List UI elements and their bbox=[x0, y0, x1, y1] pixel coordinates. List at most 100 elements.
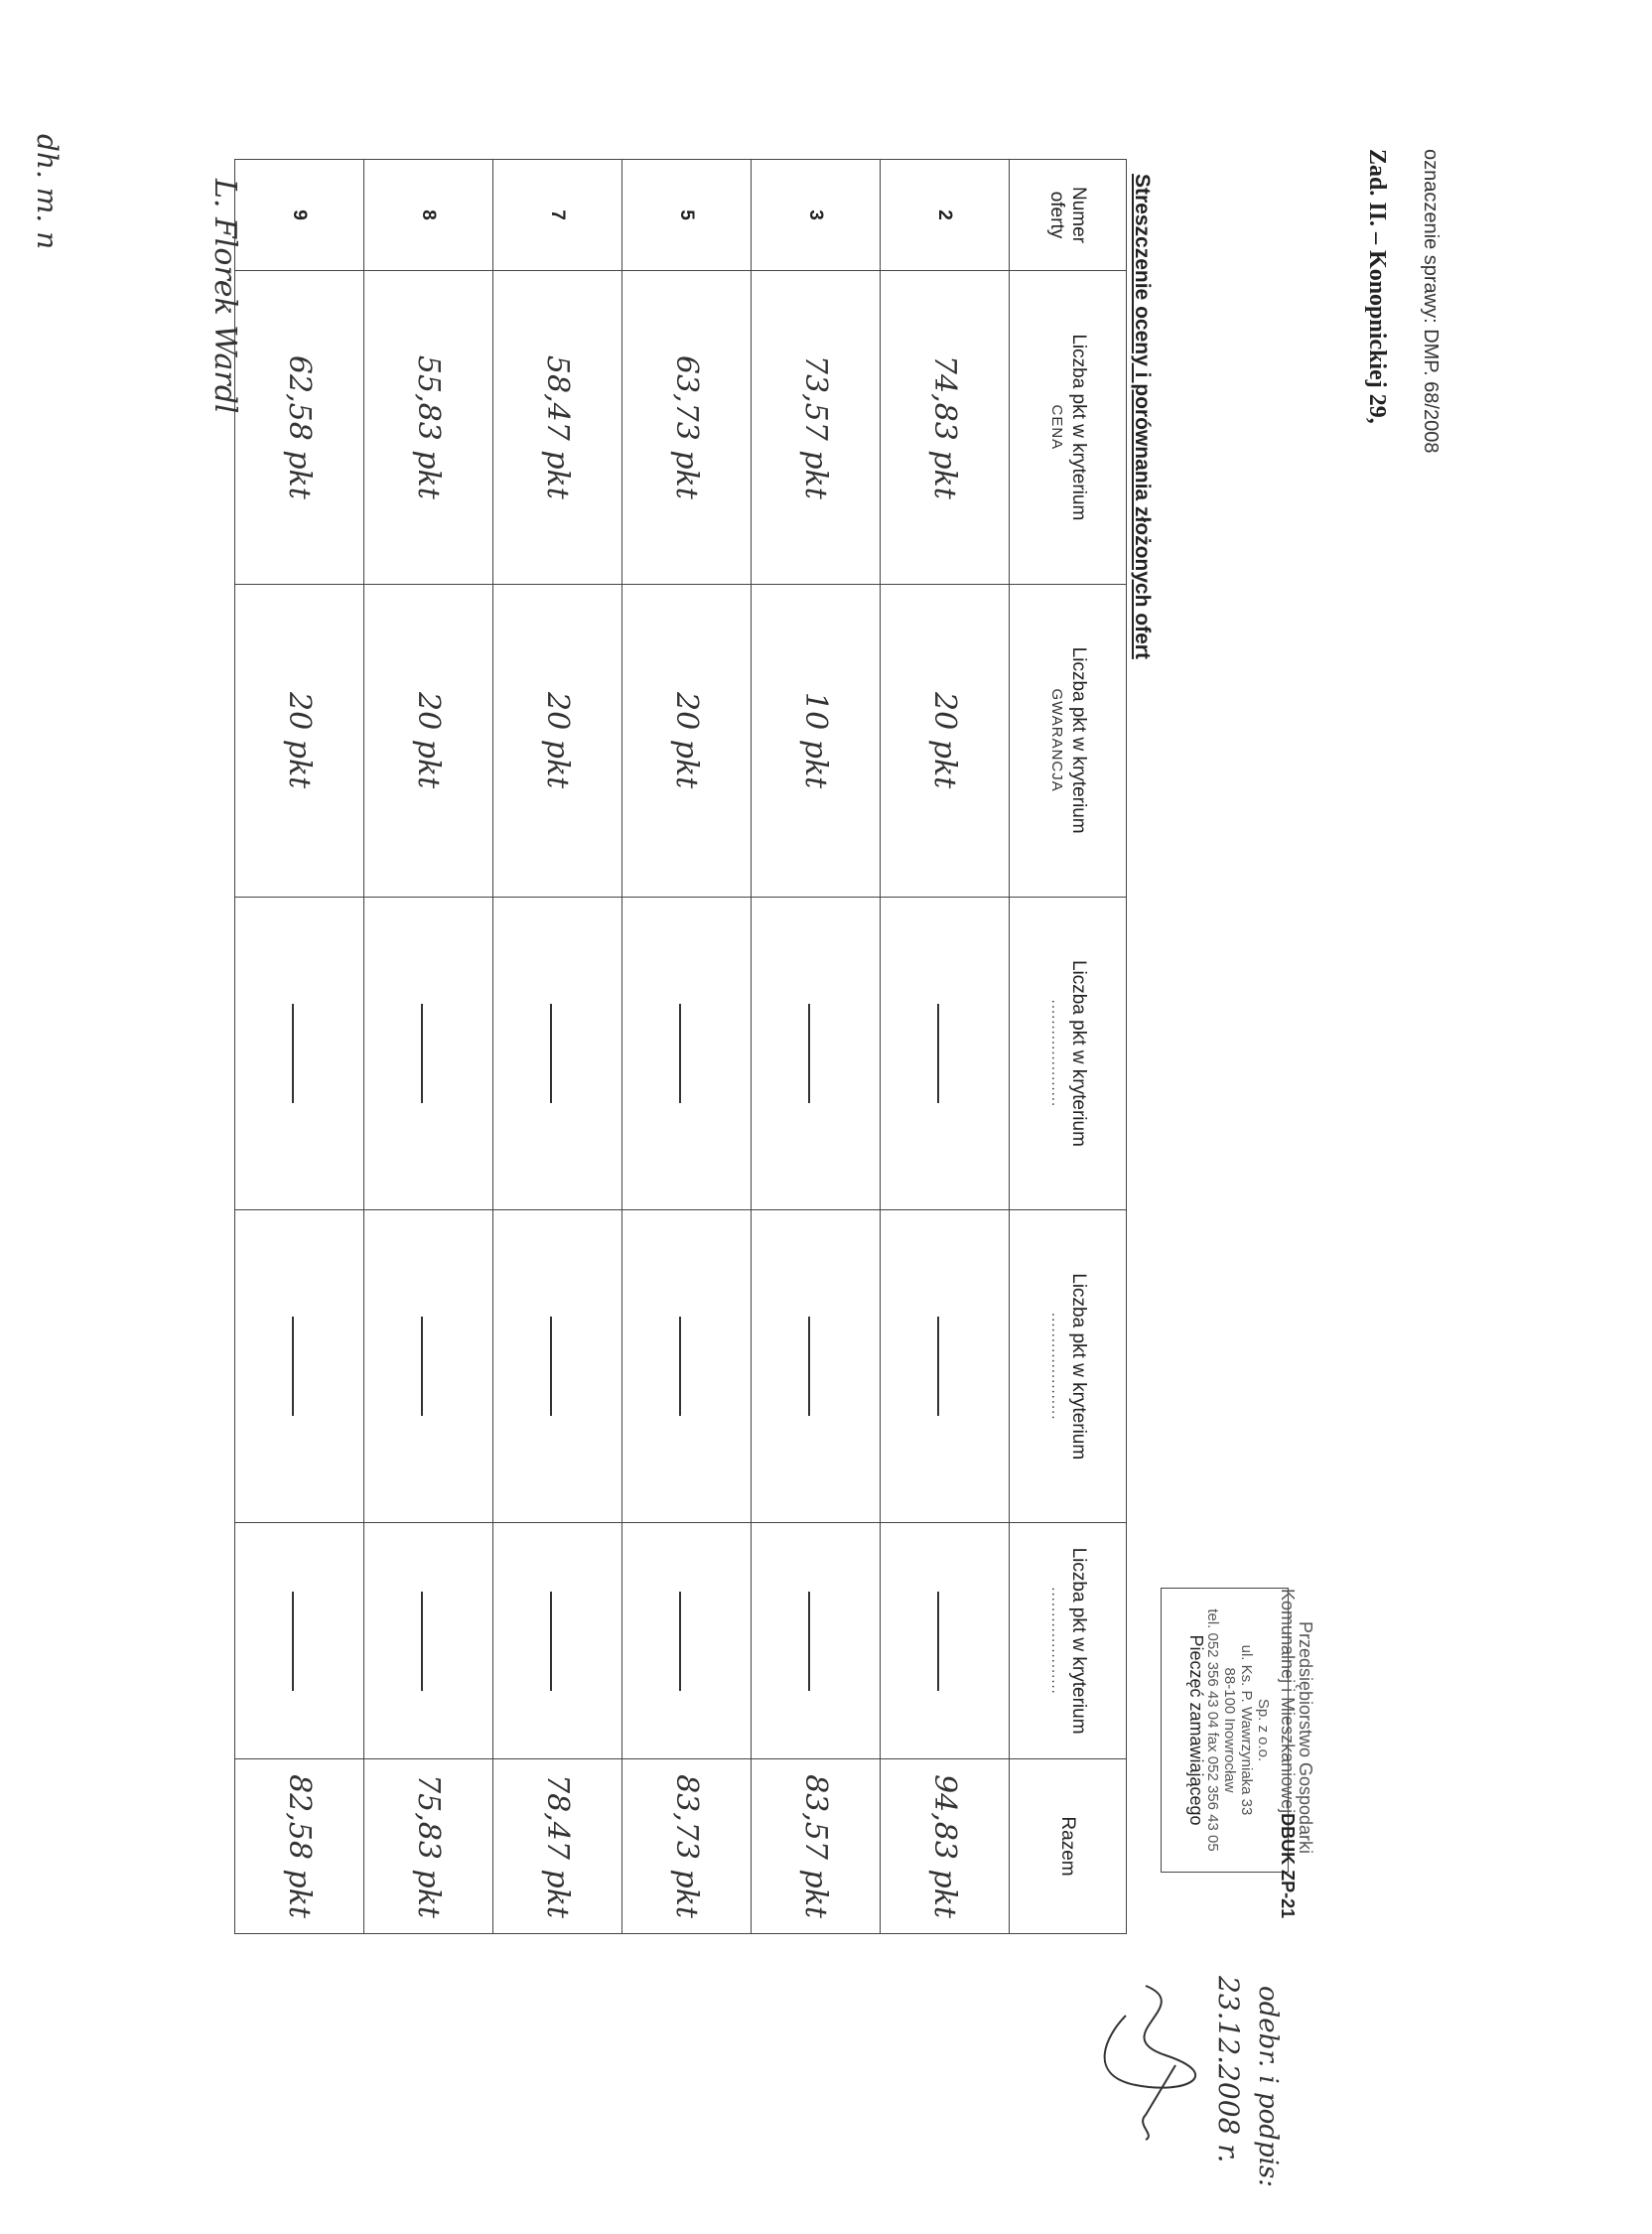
dash-mark bbox=[937, 1317, 940, 1417]
offers-table: Numer oferty Liczba pkt w kryterium CENA Li… bbox=[234, 159, 1127, 1934]
column-header: Liczba pkt w kryterium CENA bbox=[1009, 270, 1127, 585]
dash-mark bbox=[550, 1591, 553, 1691]
dash-mark bbox=[808, 1591, 811, 1691]
cell-empty bbox=[880, 1209, 1010, 1523]
cell-empty bbox=[880, 1522, 1010, 1759]
stamp-line: Komunalnej i MieszkaniowejDBUK ZP-21 bbox=[1278, 1589, 1298, 1919]
column-header: Razem bbox=[1009, 1758, 1127, 1934]
cell-razem: 82,58 pkt bbox=[234, 1758, 364, 1934]
cell-razem: 83,57 pkt bbox=[751, 1758, 881, 1934]
column-label: Liczba pkt w kryterium bbox=[1068, 959, 1090, 1147]
cell-empty bbox=[363, 897, 493, 1210]
table-row: 9 62,58 pkt 20 pkt 82,58 pkt bbox=[234, 159, 364, 1934]
cell-gwarancja: 10 pkt bbox=[751, 584, 881, 898]
receipt-note: odebr. i podpis: bbox=[1253, 1986, 1283, 2188]
criterion-name: GWARANCJA bbox=[1048, 688, 1066, 792]
dash-mark bbox=[292, 1003, 295, 1103]
column-header: Liczba pkt w kryterium..................… bbox=[1009, 1209, 1127, 1523]
cell-empty bbox=[492, 1522, 622, 1759]
cell-number: 8 bbox=[363, 159, 493, 271]
stamp-line: Przedsiębiorstwo Gospodarki bbox=[1296, 1620, 1315, 1855]
column-label: Liczba pkt w kryterium bbox=[1068, 1273, 1090, 1461]
stamp-line: 88-100 Inowrocław bbox=[1221, 1667, 1238, 1793]
column-header: Liczba pkt w kryterium..................… bbox=[1009, 897, 1127, 1210]
column-label: Razem bbox=[1057, 1816, 1079, 1877]
cell-razem: 75,83 pkt bbox=[363, 1758, 493, 1934]
initials: dh. m. n bbox=[31, 134, 64, 250]
dash-mark bbox=[679, 1317, 682, 1417]
stamp-code: DBUK ZP-21 bbox=[1278, 1813, 1298, 1919]
dash-mark bbox=[292, 1591, 295, 1691]
cell-empty bbox=[880, 897, 1010, 1210]
dash-mark bbox=[421, 1317, 424, 1417]
cell-empty bbox=[751, 1209, 881, 1523]
cell-razem: 94,83 pkt bbox=[880, 1758, 1010, 1934]
criterion-name: ..................... bbox=[1048, 1587, 1066, 1695]
cell-gwarancja: 20 pkt bbox=[234, 584, 364, 898]
cell-number: 5 bbox=[621, 159, 752, 271]
signature bbox=[1103, 1985, 1196, 2141]
stamp-line: ul. Ks. P. Wawrzyniaka 33 bbox=[1238, 1644, 1255, 1816]
cell-empty bbox=[234, 1209, 364, 1523]
cell-empty bbox=[363, 1522, 493, 1759]
column-label: Numer oferty bbox=[1046, 186, 1090, 243]
table-row: 3 73,57 pkt 10 pkt 83,57 pkt bbox=[751, 159, 881, 1934]
column-header: Liczba pkt w kryterium..................… bbox=[1009, 1522, 1127, 1759]
dash-mark bbox=[679, 1003, 682, 1103]
company-stamp: Przedsiębiorstwo Gospodarki Komunalnej i… bbox=[1161, 1588, 1315, 1918]
cell-number: 2 bbox=[880, 159, 1010, 271]
cell-gwarancja: 20 pkt bbox=[492, 584, 622, 898]
column-label: Liczba pkt w kryterium bbox=[1068, 1547, 1090, 1735]
dash-mark bbox=[937, 1003, 940, 1103]
cell-empty bbox=[751, 897, 881, 1210]
criterion-name: ..................... bbox=[1048, 1312, 1066, 1421]
cell-gwarancja: 20 pkt bbox=[363, 584, 493, 898]
cell-empty bbox=[363, 1209, 493, 1523]
receipt-date: 23.12.2008 r. bbox=[1212, 1976, 1245, 2164]
column-label: Liczba pkt w kryterium bbox=[1068, 334, 1090, 521]
cell-empty bbox=[621, 897, 752, 1210]
cell-cena: 74,83 pkt bbox=[880, 270, 1010, 585]
task-title: Zad. II. – Konopnickiej 29, bbox=[1364, 149, 1390, 424]
dash-mark bbox=[937, 1591, 940, 1691]
cell-number: 3 bbox=[751, 159, 881, 271]
cell-razem: 78,47 pkt bbox=[492, 1758, 622, 1934]
cell-gwarancja: 20 pkt bbox=[621, 584, 752, 898]
dash-mark bbox=[808, 1003, 811, 1103]
dash-mark bbox=[421, 1591, 424, 1691]
section-title: Streszczenie oceny i porównania złożonyc… bbox=[1131, 174, 1154, 659]
cell-cena: 55,83 pkt bbox=[363, 270, 493, 585]
table-row: 2 74,83 pkt 20 pkt 94,83 pkt bbox=[880, 159, 1010, 1934]
dash-mark bbox=[550, 1317, 553, 1417]
cell-cena: 63,73 pkt bbox=[621, 270, 752, 585]
cell-empty bbox=[621, 1209, 752, 1523]
stamp-label: Pieczęć zamawiającego bbox=[1186, 1634, 1206, 1826]
dash-mark bbox=[292, 1317, 295, 1417]
cell-number: 7 bbox=[492, 159, 622, 271]
cell-number: 9 bbox=[234, 159, 364, 271]
cell-empty bbox=[621, 1522, 752, 1759]
dash-mark bbox=[421, 1003, 424, 1103]
column-label: Liczba pkt w kryterium bbox=[1068, 646, 1090, 834]
cell-empty bbox=[751, 1522, 881, 1759]
cell-empty bbox=[234, 1522, 364, 1759]
table-row: 7 58,47 pkt 20 pkt 78,47 pkt bbox=[492, 159, 622, 1934]
cell-razem: 83,73 pkt bbox=[621, 1758, 752, 1934]
cell-cena: 62,58 pkt bbox=[234, 270, 364, 585]
dash-mark bbox=[679, 1591, 682, 1691]
stamp-line: Sp. z o.o. bbox=[1255, 1698, 1272, 1762]
cell-empty bbox=[234, 897, 364, 1210]
cell-cena: 73,57 pkt bbox=[751, 270, 881, 585]
table-row: 5 63,73 pkt 20 pkt 83,73 pkt bbox=[621, 159, 752, 1934]
cell-empty bbox=[492, 897, 622, 1210]
column-header: Liczba pkt w kryterium GWARANCJA bbox=[1009, 584, 1127, 898]
case-number: oznaczenie sprawy: DMP. 68/2008 bbox=[1420, 149, 1442, 454]
stamp-line: tel. 052 356 43 04 fax 052 356 43 05 bbox=[1204, 1608, 1221, 1852]
criterion-name: CENA bbox=[1048, 404, 1066, 451]
column-header: Numer oferty bbox=[1009, 159, 1127, 271]
cell-gwarancja: 20 pkt bbox=[880, 584, 1010, 898]
criterion-name: ..................... bbox=[1048, 999, 1066, 1108]
dash-mark bbox=[808, 1317, 811, 1417]
cell-empty bbox=[492, 1209, 622, 1523]
table-row: 8 55,83 pkt 20 pkt 75,83 pkt bbox=[363, 159, 493, 1934]
